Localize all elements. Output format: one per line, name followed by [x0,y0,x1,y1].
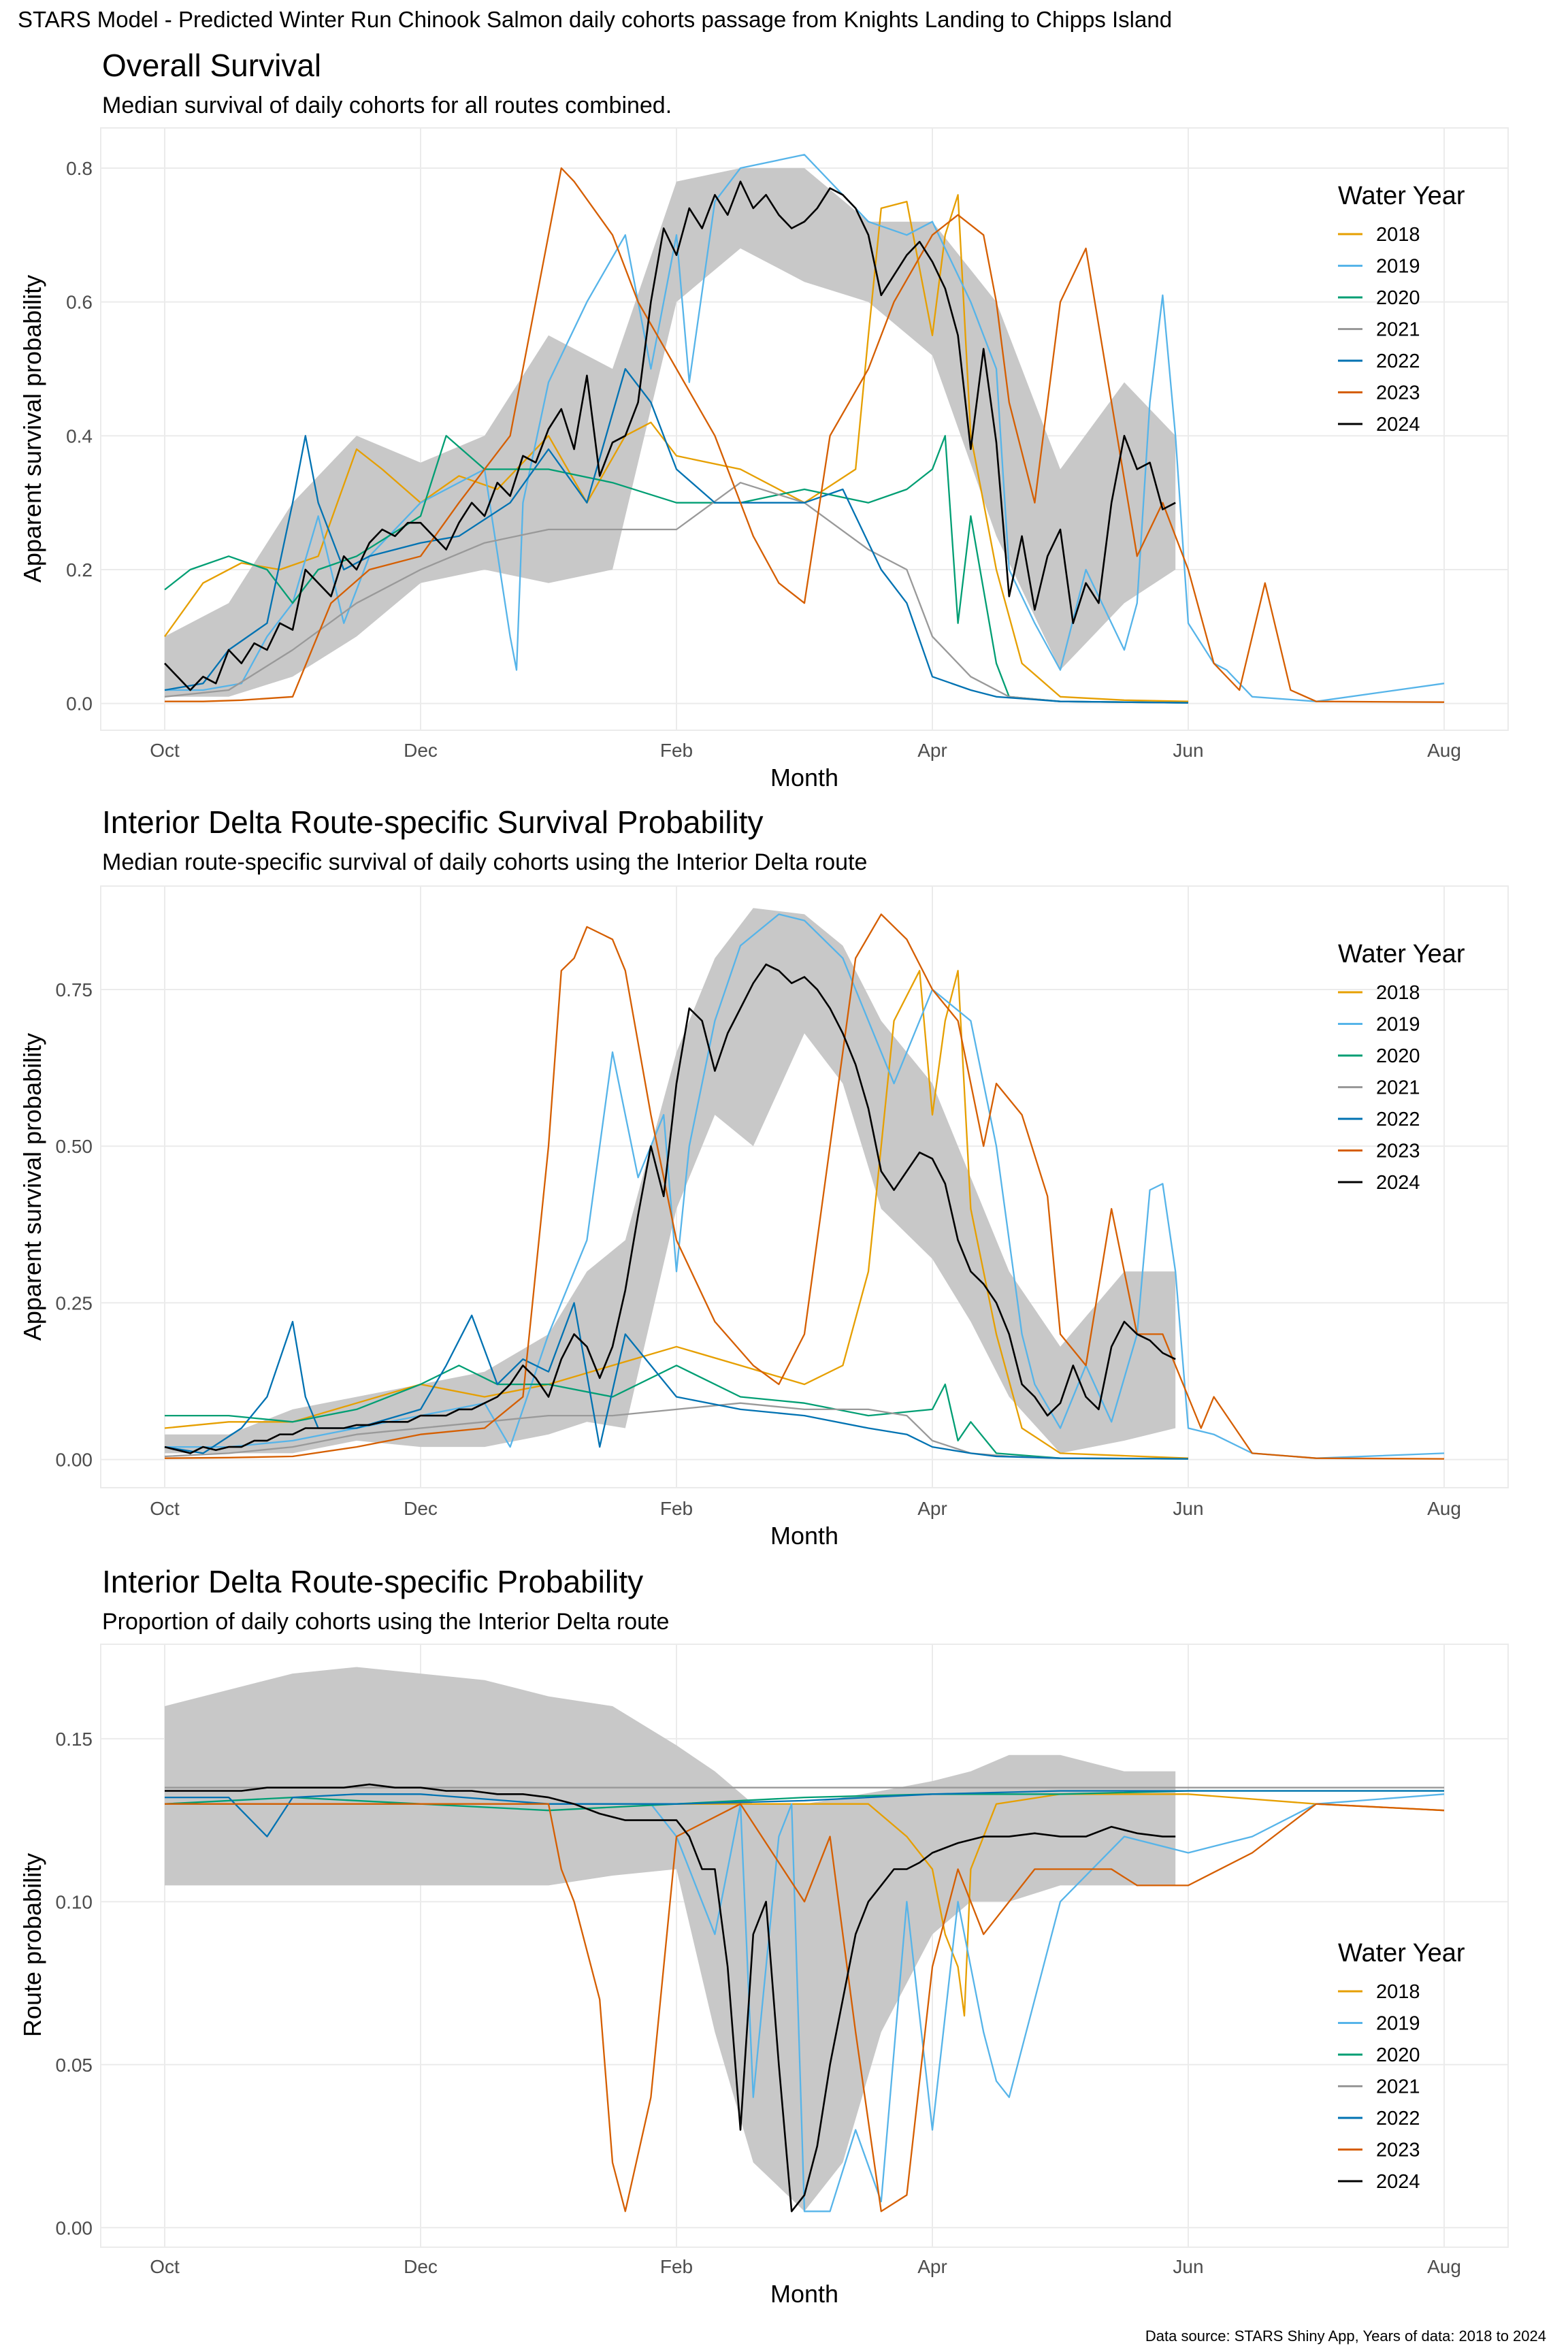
y-axis-label: Route probability [18,1853,46,2037]
x-tick-label: Apr [917,740,947,761]
legend: Water Year 2018 2019 2020 2021 2022 2023 2024 [1338,940,1465,1194]
y-tick-label: 0.50 [56,1136,93,1157]
y-tick-label: 0.10 [56,1891,93,1912]
chart-panel-1: Overall Survival Median survival of daily… [18,48,1509,791]
y-tick-label: 0.15 [56,1729,93,1750]
series-line-2024 [165,1783,1176,2212]
panel-subtitle: Proportion of daily cohorts using the In… [102,1609,669,1635]
x-tick-label: Oct [150,740,180,761]
y-axis-label: Apparent survival probability [18,1033,46,1341]
y-tick-label: 0.00 [56,1450,93,1471]
legend-label: 2022 [1376,2108,1420,2129]
x-tick-label: Aug [1427,1498,1461,1519]
legend-label: 2018 [1376,1981,1420,2003]
legend: Water Year 2018 2019 2020 2021 2022 2023 2024 [1338,182,1465,436]
legend: Water Year 2018 2019 2020 2021 2022 2023 2024 [1338,1939,1465,2193]
x-axis-label: Month [770,2280,838,2308]
legend-label: 2024 [1376,414,1420,436]
series-line-2024 [164,963,1176,1454]
series-line-2018 [164,194,1189,702]
x-tick-label: Feb [660,1498,693,1519]
series-line-2023 [165,1803,1445,2212]
legend-label: 2021 [1376,2076,1420,2098]
legend-label: 2021 [1376,319,1420,341]
y-axis-label: Apparent survival probability [18,275,46,583]
legend-label: 2023 [1376,1141,1420,1162]
legend-label: 2018 [1376,224,1420,246]
legend-title: Water Year [1338,182,1465,210]
series-line-2024 [164,180,1176,691]
legend-label: 2024 [1376,1172,1420,1194]
chart-panel-3: Interior Delta Route-specific Probabilit… [18,1564,1509,2308]
x-tick-label: Apr [917,1498,947,1519]
x-tick-label: Jun [1173,740,1203,761]
y-tick-label: 0.75 [56,979,93,1000]
series-line-2021 [164,482,1189,704]
legend-label: 2020 [1376,2044,1420,2066]
legend-label: 2023 [1376,382,1420,404]
x-tick-label: Oct [150,1498,180,1519]
series-line-2018 [164,970,1189,1459]
x-tick-label: Aug [1427,2256,1461,2277]
confidence-ribbon [165,168,1176,697]
legend-label: 2022 [1376,1109,1420,1130]
y-tick-label: 0.05 [56,2055,93,2076]
x-tick-label: Feb [660,740,693,761]
legend-label: 2020 [1376,287,1420,309]
x-tick-label: Aug [1427,740,1461,761]
legend-label: 2021 [1376,1077,1420,1099]
series-line-2023 [164,913,1445,1460]
legend-title: Water Year [1338,940,1465,968]
panel-title: Overall Survival [102,48,321,83]
x-tick-label: Oct [150,2256,180,2277]
x-tick-label: Jun [1173,1498,1203,1519]
legend-label: 2019 [1376,1014,1420,1036]
chart-panel-2: Interior Delta Route-specific Survival P… [18,804,1509,1550]
y-tick-label: 0.00 [56,2217,93,2238]
series-line-2023 [165,167,1445,703]
x-axis-label: Month [770,764,838,791]
x-tick-label: Dec [404,740,438,761]
figure-title: STARS Model - Predicted Winter Run Chino… [18,7,1172,32]
legend-label: 2020 [1376,1045,1420,1067]
series-line-2020 [165,1365,1189,1460]
series-line-2022 [164,1302,1189,1460]
legend-label: 2019 [1376,2013,1420,2035]
y-tick-label: 0.4 [66,425,93,446]
panel-subtitle: Median route-specific survival of daily … [102,849,867,875]
series-line-2019 [165,913,1445,1459]
y-tick-label: 0.6 [66,292,93,313]
legend-title: Water Year [1338,1939,1465,1967]
legend-label: 2022 [1376,350,1420,372]
x-axis-label: Month [770,1522,838,1550]
y-tick-label: 0.0 [66,693,93,715]
series-line-2020 [164,435,1189,704]
series-line-2022 [165,1790,1444,1838]
confidence-ribbon [165,908,1176,1454]
y-tick-label: 0.25 [56,1292,93,1313]
y-tick-label: 0.2 [66,559,93,581]
legend-label: 2023 [1376,2140,1420,2161]
x-tick-label: Apr [917,2256,947,2277]
x-tick-label: Jun [1173,2256,1203,2277]
series-line-2022 [164,368,1189,704]
legend-label: 2018 [1376,982,1420,1004]
data-source-caption: Data source: STARS Shiny App, Years of d… [1145,2328,1546,2345]
panel-title: Interior Delta Route-specific Survival P… [102,804,764,840]
panel-title: Interior Delta Route-specific Probabilit… [102,1564,643,1599]
legend-label: 2024 [1376,2171,1420,2193]
x-tick-label: Feb [660,2256,693,2277]
x-tick-label: Dec [404,2256,438,2277]
panel-subtitle: Median survival of daily cohorts for all… [102,93,672,118]
legend-label: 2019 [1376,256,1420,278]
series-line-2019 [165,154,1445,702]
x-tick-label: Dec [404,1498,438,1519]
y-tick-label: 0.8 [66,158,93,179]
